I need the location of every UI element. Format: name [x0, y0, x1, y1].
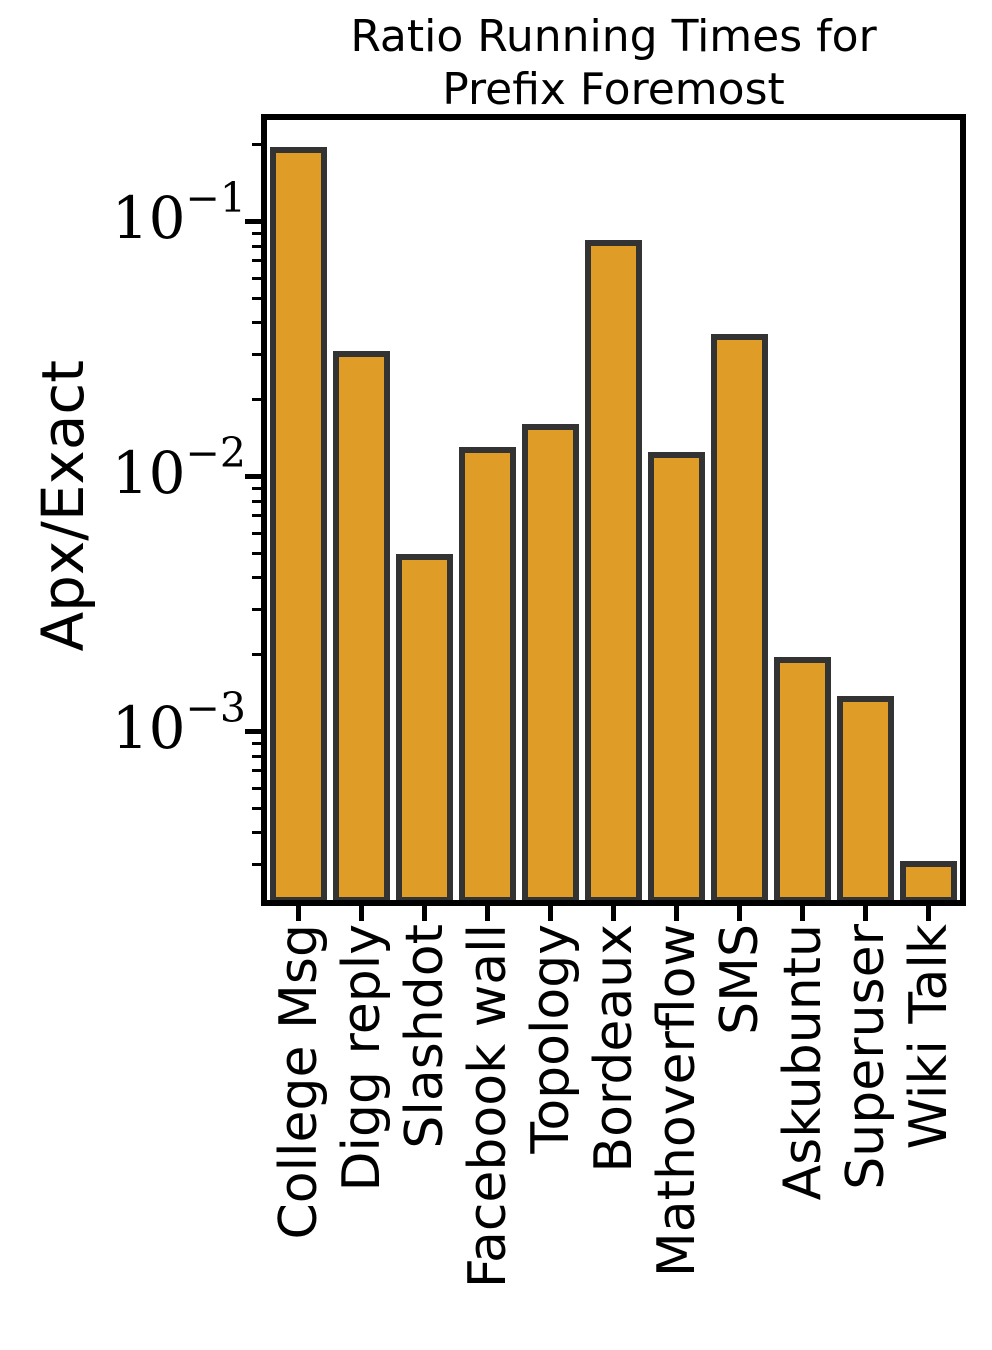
x-tick: [548, 906, 553, 921]
y-minor-tick: [252, 353, 261, 356]
chart-title: Ratio Running Times for Prefix Foremost: [261, 10, 966, 116]
plot-area: [261, 114, 966, 906]
x-tick-label-sms: SMS: [710, 924, 770, 1035]
bar-wiki-talk: [900, 861, 957, 903]
y-tick-label: 10−3: [112, 682, 246, 774]
bar-topology: [522, 424, 579, 903]
y-minor-tick: [252, 532, 261, 535]
bar-college-msg: [270, 147, 327, 903]
x-tick-label-topology: Topology: [521, 924, 581, 1154]
y-minor-tick: [252, 576, 261, 579]
y-tick-base: 10: [111, 439, 186, 507]
x-tick-label-askubuntu: Askubuntu: [773, 924, 833, 1201]
y-minor-tick: [252, 653, 261, 656]
y-tick-label: 10−2: [112, 427, 246, 519]
y-minor-tick: [252, 500, 261, 503]
y-tick-exponent: −1: [185, 174, 246, 222]
y-axis-label: Apx/Exact: [29, 360, 97, 652]
y-minor-tick: [252, 863, 261, 866]
y-major-tick: [245, 219, 261, 224]
y-minor-tick: [252, 398, 261, 401]
y-minor-tick: [252, 769, 261, 772]
y-minor-tick: [252, 831, 261, 834]
y-minor-tick: [252, 277, 261, 280]
y-minor-tick: [252, 245, 261, 248]
x-tick: [422, 906, 427, 921]
y-tick-label: 10−1: [112, 172, 246, 264]
y-minor-tick: [252, 787, 261, 790]
y-major-tick: [245, 474, 261, 479]
x-tick-label-slashdot: Slashdot: [395, 924, 455, 1149]
bar-sms: [711, 334, 768, 903]
chart-title-line-1: Ratio Running Times for: [350, 11, 877, 62]
x-tick: [737, 906, 742, 921]
y-minor-tick: [252, 321, 261, 324]
x-tick: [359, 906, 364, 921]
bar-mathoverflow: [648, 452, 705, 903]
x-tick-label-wiki-talk: Wiki Talk: [899, 924, 959, 1150]
y-major-tick: [245, 729, 261, 734]
y-minor-tick: [252, 742, 261, 745]
bar-digg-reply: [333, 351, 390, 903]
y-tick-base: 10: [111, 694, 186, 762]
x-tick-label-facebook-wall: Facebook wall: [458, 924, 518, 1289]
y-minor-tick: [252, 297, 261, 300]
x-tick: [296, 906, 301, 921]
x-tick: [863, 906, 868, 921]
y-minor-tick: [252, 259, 261, 262]
chart-title-line-2: Prefix Foremost: [442, 64, 785, 115]
y-minor-tick: [252, 608, 261, 611]
x-tick-label-college-msg: College Msg: [269, 924, 329, 1240]
y-minor-tick: [252, 514, 261, 517]
x-tick-label-digg-reply: Digg reply: [332, 924, 392, 1192]
bar-superuser: [837, 696, 894, 903]
y-tick-exponent: −3: [185, 684, 246, 732]
x-tick-label-superuser: Superuser: [836, 924, 896, 1190]
bar-facebook-wall: [459, 447, 516, 903]
y-minor-tick: [252, 232, 261, 235]
x-tick: [611, 906, 616, 921]
x-tick: [800, 906, 805, 921]
y-minor-tick: [252, 552, 261, 555]
x-tick-label-mathoverflow: Mathoverflow: [647, 924, 707, 1278]
x-tick-label-bordeaux: Bordeaux: [584, 924, 644, 1173]
y-tick-exponent: −2: [185, 429, 246, 477]
y-minor-tick: [252, 807, 261, 810]
x-tick: [926, 906, 931, 921]
bar-bordeaux: [585, 240, 642, 903]
bar-askubuntu: [774, 657, 831, 903]
y-minor-tick: [252, 143, 261, 146]
y-tick-base: 10: [111, 184, 186, 252]
y-minor-tick: [252, 755, 261, 758]
y-minor-tick: [252, 487, 261, 490]
x-tick: [674, 906, 679, 921]
x-tick: [485, 906, 490, 921]
